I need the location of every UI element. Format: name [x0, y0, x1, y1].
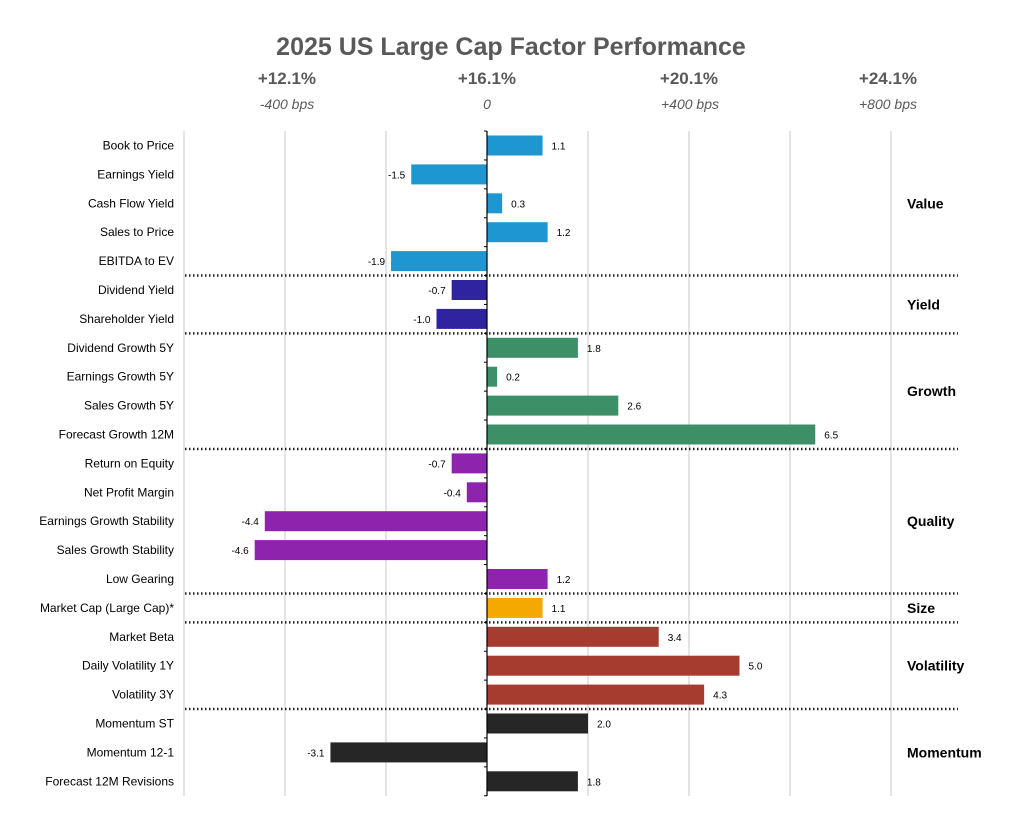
top-axis-label-2: +16.1% — [458, 69, 516, 88]
bar-10 — [487, 395, 619, 416]
value-label-9: 0.2 — [506, 373, 520, 384]
bar-18 — [487, 626, 659, 647]
category-label-11: Forecast Growth 12M — [59, 428, 174, 442]
value-label-1: 1.1 — [552, 142, 566, 153]
bps-axis-label-4: +800 bps — [859, 96, 917, 112]
group-labels: Value Yield Growth Quality Size Volatility Mom… — [907, 195, 982, 760]
bps-axis-label-2: 0 — [483, 96, 491, 112]
value-label-3: 0.3 — [511, 199, 525, 210]
bar-7 — [436, 308, 487, 329]
bar-4 — [487, 222, 548, 243]
value-label-19: 5.0 — [749, 662, 763, 673]
value-label-23: 1.8 — [587, 777, 601, 788]
top-axis-label-4: +24.1% — [859, 69, 917, 88]
group-label-value: Value — [907, 195, 944, 211]
value-label-22: -3.1 — [307, 748, 325, 759]
bar-12 — [451, 453, 487, 474]
bar-2 — [411, 164, 487, 185]
bar-9 — [487, 366, 498, 387]
category-label-6: Dividend Yield — [98, 283, 174, 297]
group-label-size: Size — [907, 600, 935, 616]
value-label-16: 1.2 — [557, 575, 571, 586]
bps-axis-label-1: -400 bps — [260, 96, 314, 112]
category-label-3: Cash Flow Yield — [88, 196, 174, 210]
top-axis-label-3: +20.1% — [660, 69, 718, 88]
bar-20 — [487, 684, 705, 705]
value-label-11: 6.5 — [824, 431, 838, 442]
bar-1 — [487, 135, 543, 156]
group-separators — [185, 274, 958, 711]
category-label-16: Low Gearing — [106, 572, 174, 586]
category-label-4: Sales to Price — [100, 225, 174, 239]
value-label-2: -1.5 — [388, 170, 406, 181]
category-label-12: Return on Equity — [85, 456, 174, 470]
category-label-20: Volatility 3Y — [112, 688, 174, 702]
top-axis-label-1: +12.1% — [258, 69, 316, 88]
zero-axis — [484, 130, 488, 797]
bar-5 — [391, 251, 487, 272]
bar-16 — [487, 569, 548, 589]
category-label-21: Momentum ST — [95, 717, 174, 731]
bar-11 — [487, 424, 816, 445]
category-label-19: Daily Volatility 1Y — [82, 659, 174, 673]
bps-axis-labels: -400 bps 0 +400 bps +800 bps — [260, 96, 917, 112]
category-label-13: Net Profit Margin — [84, 485, 174, 499]
value-label-14: -4.4 — [242, 517, 260, 528]
category-label-14: Earnings Growth Stability — [39, 514, 174, 528]
bar-8 — [487, 337, 578, 358]
category-label-7: Shareholder Yield — [79, 312, 174, 326]
bar-13 — [466, 482, 487, 503]
category-label-2: Earnings Yield — [97, 167, 174, 181]
category-label-9: Earnings Growth 5Y — [67, 370, 174, 384]
value-label-4: 1.2 — [557, 228, 571, 239]
chart-title: 2025 US Large Cap Factor Performance — [276, 33, 746, 61]
value-label-12: -0.7 — [428, 459, 446, 470]
value-label-10: 2.6 — [627, 402, 641, 413]
group-label-growth: Growth — [907, 383, 956, 399]
bps-axis-label-3: +400 bps — [661, 96, 719, 112]
value-label-15: -4.6 — [231, 546, 249, 557]
gridlines — [183, 131, 892, 796]
bar-3 — [487, 193, 503, 214]
top-axis-labels: +12.1% +16.1% +20.1% +24.1% — [258, 69, 917, 88]
value-label-5: -1.9 — [368, 257, 386, 268]
bar-15 — [254, 540, 487, 561]
category-label-10: Sales Growth 5Y — [84, 399, 174, 413]
bar-17 — [487, 597, 543, 618]
value-label-21: 2.0 — [597, 720, 611, 731]
bar-22 — [330, 742, 487, 763]
category-label-8: Dividend Growth 5Y — [67, 341, 174, 355]
category-label-22: Momentum 12-1 — [87, 745, 175, 759]
value-label-7: -1.0 — [413, 315, 431, 326]
category-label-17: Market Cap (Large Cap)* — [40, 601, 174, 615]
group-label-volatility: Volatility — [907, 658, 965, 674]
category-label-18: Market Beta — [109, 630, 174, 644]
category-label-23: Forecast 12M Revisions — [45, 774, 174, 788]
group-label-momentum: Momentum — [907, 744, 982, 760]
value-label-20: 4.3 — [713, 691, 727, 702]
bar-14 — [264, 511, 487, 532]
category-labels: Book to Price Earnings Yield Cash Flow Yie… — [39, 139, 174, 789]
bar-19 — [487, 655, 740, 676]
value-labels: 1.1 -1.5 0.3 1.2 -1.9 -0.7 -1.0 1.8 0.2 2.6 6.5 -0.… — [231, 142, 838, 789]
value-label-17: 1.1 — [552, 604, 566, 615]
bar-21 — [487, 713, 588, 734]
category-label-5: EBITDA to EV — [99, 254, 174, 268]
group-label-yield: Yield — [907, 296, 940, 312]
bars — [254, 135, 816, 792]
value-label-18: 3.4 — [668, 633, 682, 644]
bar-23 — [487, 771, 578, 792]
value-label-6: -0.7 — [428, 286, 446, 297]
value-label-13: -0.4 — [444, 488, 462, 499]
category-label-15: Sales Growth Stability — [57, 543, 174, 557]
group-label-quality: Quality — [907, 513, 955, 529]
value-label-8: 1.8 — [587, 344, 601, 355]
category-label-1: Book to Price — [103, 139, 175, 153]
bar-6 — [451, 280, 487, 300]
